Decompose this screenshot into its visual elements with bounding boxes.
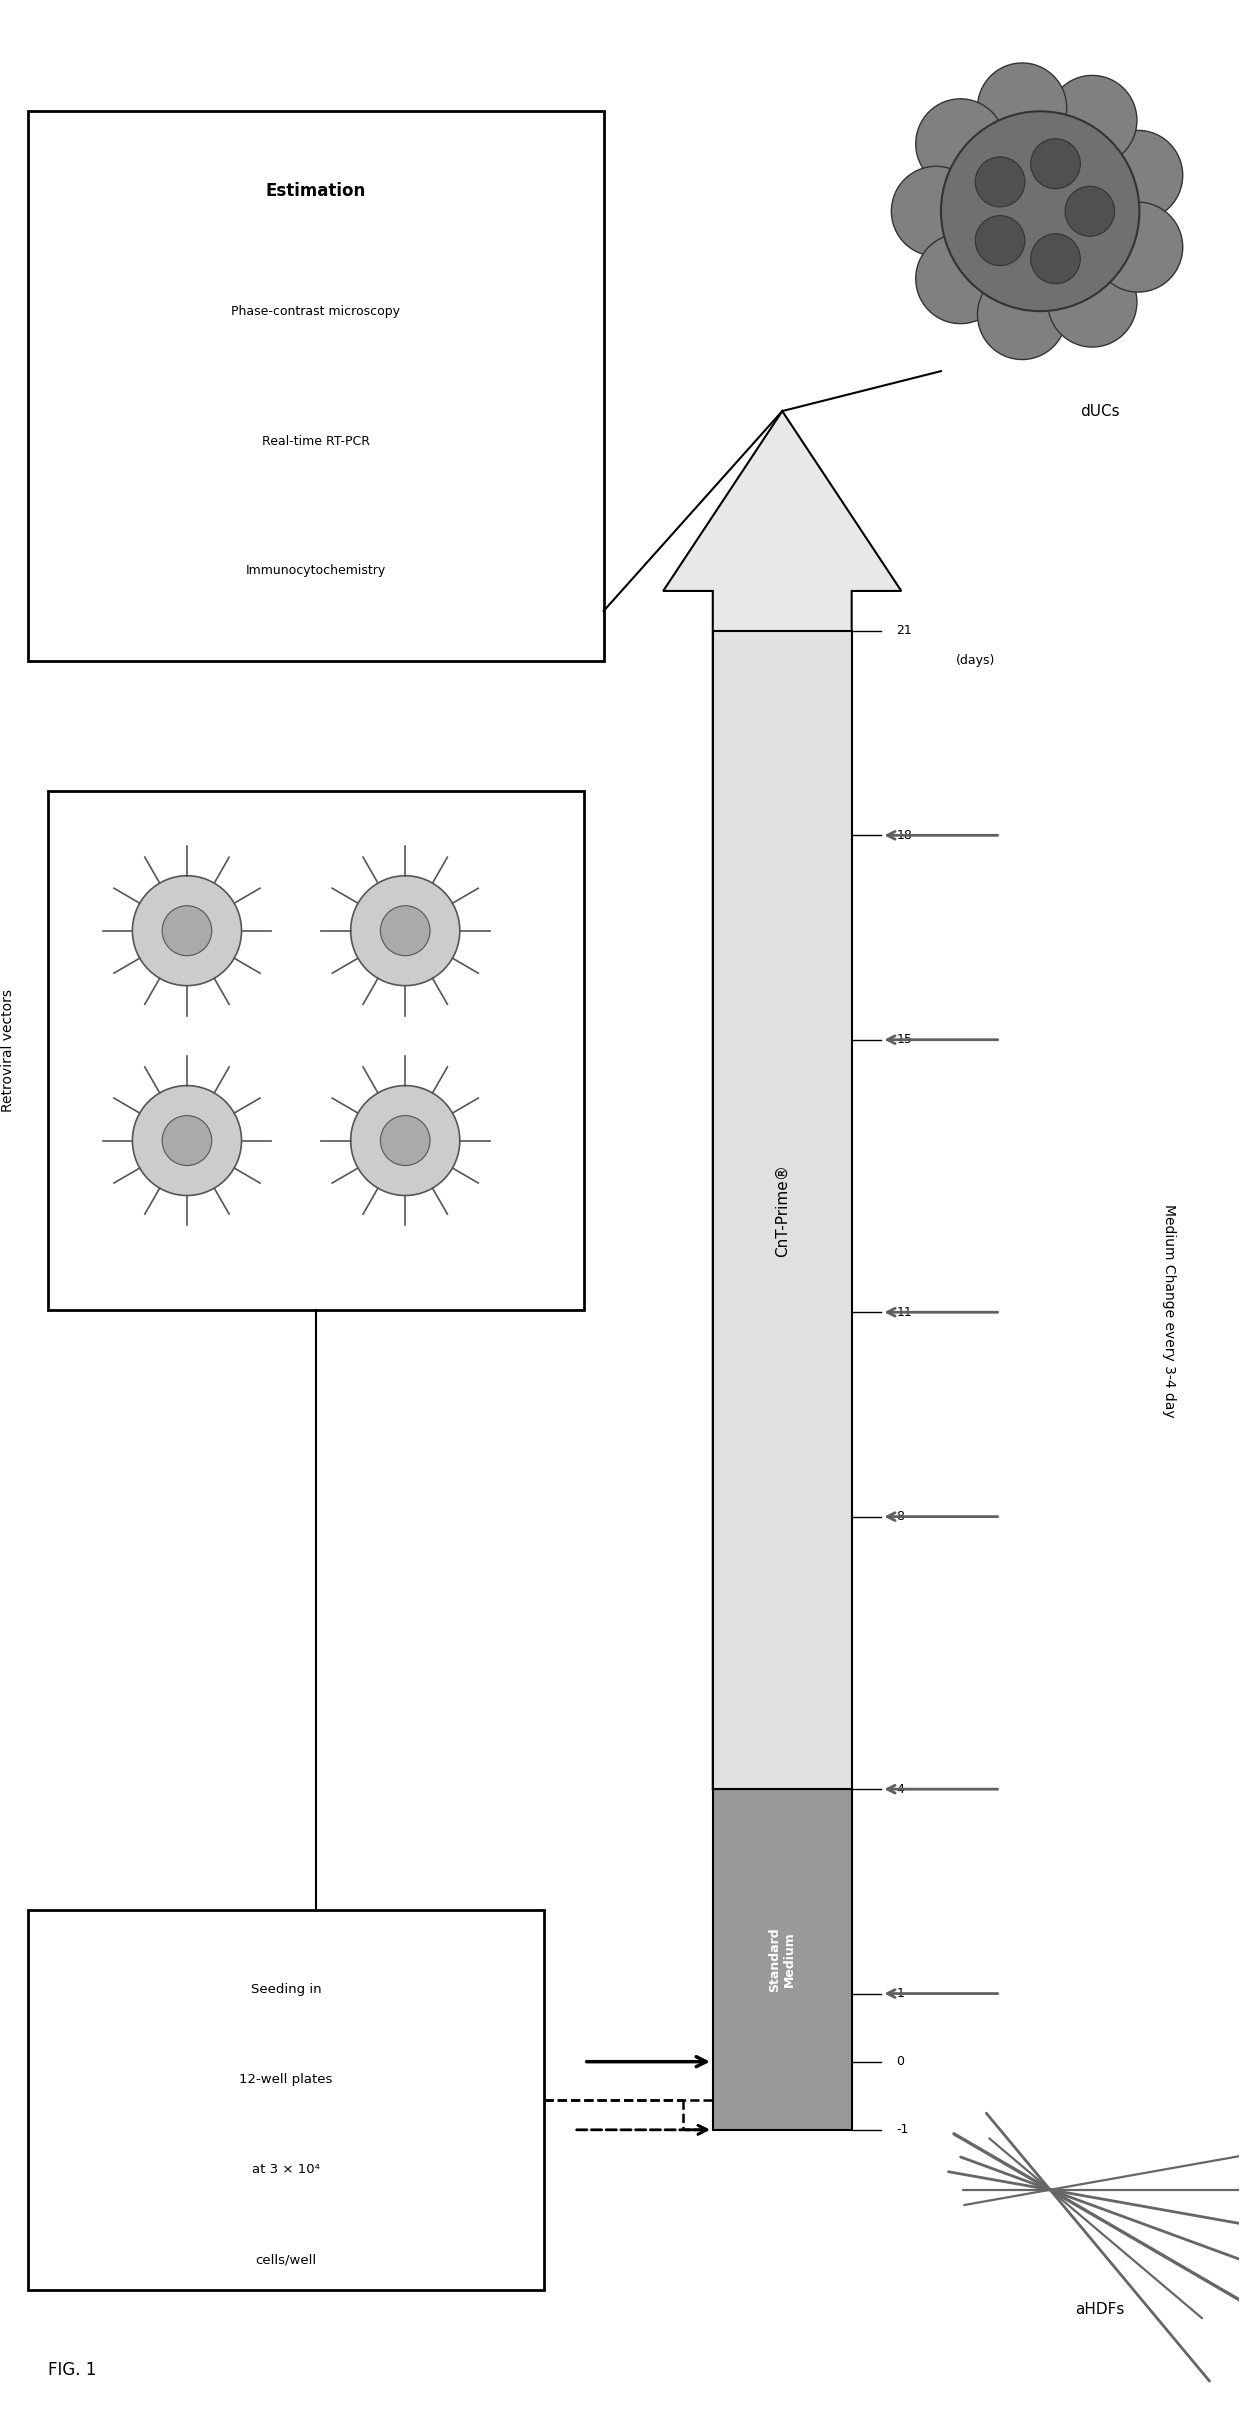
Text: 18: 18 — [897, 829, 913, 841]
Polygon shape — [663, 412, 901, 1789]
Circle shape — [941, 111, 1140, 311]
Text: Seeding in: Seeding in — [250, 1984, 321, 1996]
Circle shape — [351, 875, 460, 986]
Text: at 3 × 10⁴: at 3 × 10⁴ — [252, 2163, 320, 2177]
Bar — [713, 632, 852, 1789]
Circle shape — [1030, 234, 1080, 284]
Text: Standard
Medium: Standard Medium — [769, 1926, 796, 1991]
Text: 8: 8 — [897, 1509, 904, 1524]
Text: Real-time RT-PCR: Real-time RT-PCR — [262, 434, 370, 448]
Text: aHDFs: aHDFs — [1075, 2303, 1125, 2317]
Text: FIG. 1: FIG. 1 — [48, 2360, 97, 2380]
Text: Estimation: Estimation — [265, 183, 366, 200]
Circle shape — [351, 1085, 460, 1196]
Circle shape — [1094, 203, 1183, 292]
Circle shape — [977, 63, 1066, 152]
Circle shape — [1094, 130, 1183, 219]
Circle shape — [381, 1116, 430, 1165]
Circle shape — [1048, 258, 1137, 347]
Text: Retroviral vectors: Retroviral vectors — [1, 989, 15, 1111]
Circle shape — [977, 270, 1066, 359]
Text: Immunocytochemistry: Immunocytochemistry — [246, 564, 386, 579]
Text: Phase-contrast microscopy: Phase-contrast microscopy — [232, 304, 401, 318]
Circle shape — [1030, 140, 1080, 188]
Text: dUCs: dUCs — [1080, 403, 1120, 420]
Circle shape — [916, 234, 1006, 323]
Bar — [29, 111, 604, 661]
Circle shape — [133, 1085, 242, 1196]
Text: 11: 11 — [897, 1307, 913, 1319]
Text: 21: 21 — [897, 624, 913, 637]
Circle shape — [133, 875, 242, 986]
Circle shape — [162, 1116, 212, 1165]
Text: 15: 15 — [897, 1034, 913, 1046]
Bar — [713, 1789, 852, 2129]
Text: -1: -1 — [897, 2124, 909, 2136]
Circle shape — [975, 215, 1024, 265]
Bar — [29, 1910, 544, 2290]
Text: 4: 4 — [897, 1782, 904, 1796]
Text: 0: 0 — [897, 2054, 904, 2069]
Circle shape — [381, 907, 430, 955]
Text: Medium Change every 3-4 day: Medium Change every 3-4 day — [1162, 1203, 1177, 1418]
Circle shape — [1065, 186, 1115, 236]
Circle shape — [975, 157, 1024, 207]
Text: 12-well plates: 12-well plates — [239, 2073, 332, 2086]
Text: cells/well: cells/well — [255, 2254, 316, 2266]
Circle shape — [916, 99, 1006, 188]
Text: CnT-Prime®: CnT-Prime® — [775, 1165, 790, 1256]
Text: (days): (days) — [956, 653, 996, 668]
Circle shape — [162, 907, 212, 955]
Text: 1: 1 — [897, 1987, 904, 2001]
Bar — [48, 791, 584, 1312]
Circle shape — [1048, 75, 1137, 166]
Circle shape — [892, 166, 981, 256]
